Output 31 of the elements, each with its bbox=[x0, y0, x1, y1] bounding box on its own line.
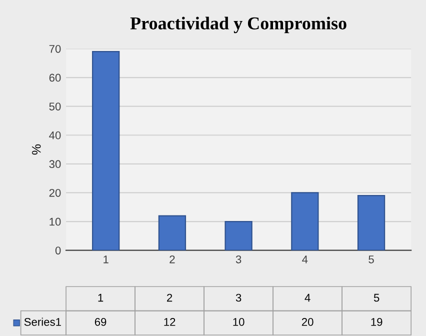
bar bbox=[224, 220, 252, 250]
y-tick-label: 40 bbox=[49, 131, 61, 140]
data-label: 69 bbox=[94, 318, 106, 326]
data-label: 19 bbox=[371, 318, 382, 326]
y-tick-label: 60 bbox=[49, 74, 61, 82]
y-tick-label: 0 bbox=[55, 246, 61, 254]
category-label: 3 bbox=[236, 294, 242, 302]
category-label: 2 bbox=[167, 294, 172, 302]
y-tick-label: 10 bbox=[50, 218, 61, 226]
legend-label: Series1 bbox=[24, 318, 61, 326]
data-label: 10 bbox=[233, 318, 244, 326]
bar bbox=[158, 215, 186, 250]
bar bbox=[357, 195, 386, 250]
x-tick-label: 3 bbox=[236, 255, 242, 264]
y-axis-title: % bbox=[32, 144, 41, 155]
y-tick-label: 30 bbox=[49, 160, 61, 168]
chart-title: Proactividad y Compromiso bbox=[130, 16, 346, 34]
category-label: 1 bbox=[98, 294, 104, 302]
data-label: 12 bbox=[164, 318, 176, 326]
x-tick-label: 1 bbox=[104, 256, 108, 264]
category-label: 5 bbox=[374, 294, 380, 302]
y-tick-label: 70 bbox=[49, 44, 61, 53]
x-tick-label: 4 bbox=[302, 256, 308, 264]
data-label: 20 bbox=[302, 318, 314, 326]
x-tick-label: 5 bbox=[368, 256, 374, 264]
bar bbox=[92, 51, 120, 250]
y-tick-label: 50 bbox=[49, 102, 61, 110]
bar bbox=[291, 192, 319, 250]
y-tick-label: 20 bbox=[49, 188, 61, 197]
x-tick-label: 2 bbox=[170, 255, 175, 264]
category-label: 4 bbox=[304, 294, 310, 302]
